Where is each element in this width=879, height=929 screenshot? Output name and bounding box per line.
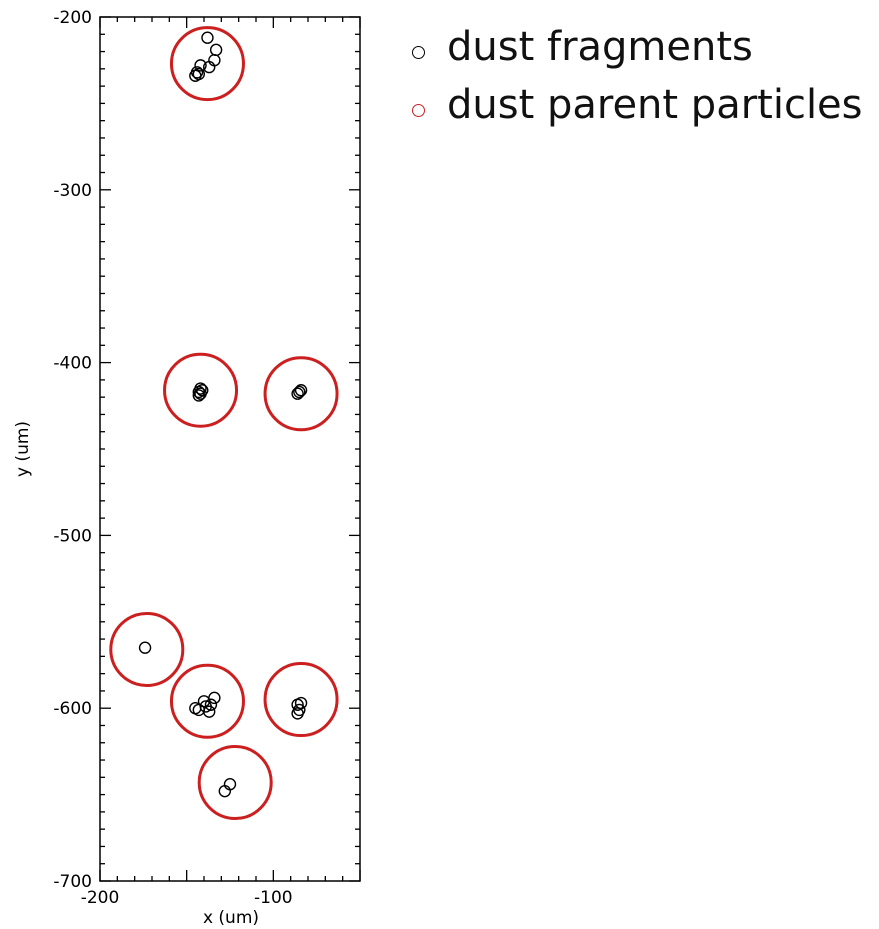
fragment-marker (194, 387, 207, 400)
y-tick-label: -400 (53, 354, 92, 374)
parent-particle-marker (169, 26, 245, 102)
parent-particle-marker (163, 352, 239, 428)
fragment-marker (138, 641, 152, 654)
parent-particle-marker (197, 745, 273, 821)
parent-particle-marker (169, 663, 245, 739)
y-tick-label: -200 (53, 8, 92, 28)
legend-item-fragments: dust fragments (412, 18, 863, 76)
fragment-marker (208, 691, 221, 705)
fragment-marker (192, 389, 206, 402)
fragment-marker (204, 698, 218, 711)
fragment-marker (202, 60, 216, 74)
fragment-marker (294, 696, 308, 710)
y-axis-label: y (um) (13, 421, 33, 477)
fragment-marker (194, 59, 207, 72)
fragment-marker (202, 705, 216, 718)
plot-frame (99, 16, 361, 882)
legend-marker-parents (412, 103, 425, 117)
y-tick-label: -300 (53, 181, 92, 201)
y-tick-label: -700 (53, 872, 92, 892)
fragment-marker (201, 31, 214, 44)
fragment-marker (294, 384, 308, 397)
parent-particle-marker (263, 356, 339, 432)
x-axis-label: x (um) (203, 908, 259, 928)
fragment-marker (291, 707, 304, 720)
fragment-marker (209, 43, 223, 57)
fragment-marker (192, 67, 206, 81)
x-tick-label: -100 (254, 888, 293, 908)
x-tick-label: -200 (81, 888, 120, 908)
legend: dust fragments dust parent particles (412, 18, 863, 134)
parent-particle-marker (109, 611, 185, 687)
y-tick-label: -600 (53, 699, 92, 719)
legend-label-fragments: dust fragments (447, 24, 753, 70)
fragment-marker (223, 778, 237, 791)
legend-label-parents: dust parent particles (447, 82, 863, 128)
legend-marker-fragments (412, 45, 425, 59)
fragment-marker (291, 387, 304, 400)
fragment-marker (194, 382, 207, 395)
legend-item-parents: dust parent particles (412, 76, 863, 134)
fragment-marker (293, 385, 306, 399)
parent-particle-marker (263, 662, 339, 738)
y-tick-label: -500 (53, 526, 92, 546)
